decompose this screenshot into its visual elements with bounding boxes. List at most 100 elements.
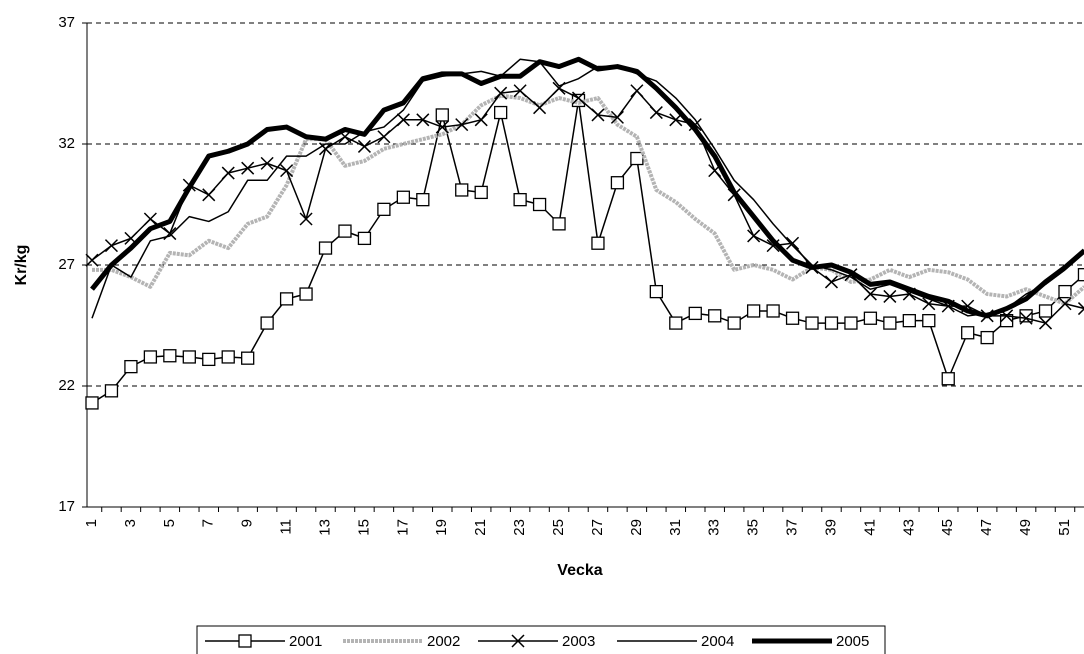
point-marker (357, 231, 372, 246)
point-marker (1038, 304, 1053, 318)
point-marker (941, 372, 955, 386)
point-marker (279, 292, 294, 306)
legend-label: 2004 (701, 633, 734, 650)
point-marker (883, 289, 897, 303)
legend-label: 2005 (836, 633, 869, 650)
series (85, 93, 1084, 410)
point-marker (610, 176, 625, 190)
point-marker (513, 193, 527, 207)
series (85, 81, 1084, 330)
series-line (92, 93, 1084, 306)
x-tick-label: 21 (472, 519, 489, 536)
point-marker (260, 156, 274, 170)
point-marker (786, 236, 800, 250)
point-marker (533, 101, 547, 115)
point-marker (396, 113, 410, 127)
point-marker (980, 330, 994, 345)
point-marker (221, 166, 235, 180)
point-marker (902, 314, 916, 328)
series-line (91, 58, 1084, 319)
x-tick-label: 25 (550, 519, 567, 536)
point-marker (299, 287, 313, 301)
x-tick-label: 51 (1056, 519, 1073, 536)
point-marker (494, 86, 508, 100)
y-tick-label: 37 (58, 14, 75, 31)
point-marker (241, 351, 255, 365)
x-tick-label: 43 (900, 519, 917, 536)
x-tick-label: 7 (200, 519, 217, 527)
point-marker (318, 241, 333, 255)
point-marker (688, 306, 702, 321)
x-tick-label: 35 (745, 519, 762, 536)
x-tick-label: 39 (822, 519, 839, 536)
point-marker (474, 113, 488, 127)
x-tick-label: 49 (1017, 519, 1034, 536)
x-tick-label: 41 (861, 519, 878, 536)
point-marker (1058, 297, 1072, 311)
legend-label: 2003 (562, 633, 595, 650)
x-tick-label: 27 (589, 519, 606, 536)
legend: 2001 2002 2003 2004 2005 (196, 625, 886, 654)
point-marker (104, 384, 119, 398)
x-tick-label: 29 (628, 519, 645, 536)
point-marker (571, 91, 586, 105)
x-tick-label: 33 (706, 519, 723, 536)
series-line (91, 87, 1084, 324)
point-marker (1058, 284, 1072, 299)
point-marker (630, 151, 644, 166)
x-tick-label: 11 (278, 519, 295, 535)
point-marker (221, 350, 235, 364)
point-marker (746, 304, 761, 318)
point-marker (377, 130, 391, 144)
point-marker (280, 164, 294, 178)
series-line (90, 56, 1084, 319)
point-marker (824, 275, 839, 289)
point-marker (260, 316, 274, 330)
point-marker (824, 316, 839, 330)
y-tick-label: 32 (58, 135, 75, 152)
legend-label: 2001 (289, 633, 322, 650)
x-tick-label: 5 (161, 519, 178, 527)
point-marker (999, 314, 1014, 328)
point-marker (727, 316, 741, 330)
series (90, 56, 1084, 319)
point-marker (416, 113, 430, 127)
point-marker (747, 229, 761, 243)
point-marker (494, 105, 508, 120)
series (91, 58, 1084, 319)
point-marker (143, 212, 157, 226)
x-tick-label: 15 (355, 519, 372, 536)
y-tick-label: 22 (58, 377, 75, 394)
y-tick-label: 27 (58, 256, 75, 273)
point-marker (202, 188, 216, 202)
point-marker (396, 190, 411, 204)
point-marker (863, 311, 878, 325)
point-marker (630, 84, 644, 98)
x-tick-label: 9 (239, 519, 256, 527)
point-marker (182, 350, 196, 364)
x-tick-label: 3 (122, 519, 139, 527)
point-marker (708, 309, 722, 323)
point-marker (241, 161, 255, 175)
point-marker (785, 311, 800, 325)
point-marker (766, 304, 780, 318)
x-tick-label: 23 (511, 519, 528, 536)
point-marker (922, 314, 936, 328)
x-tick-label: 13 (316, 519, 333, 536)
point-marker (299, 212, 313, 226)
point-marker (85, 396, 99, 410)
point-marker (435, 108, 449, 122)
point-marker (124, 359, 138, 374)
point-marker (669, 316, 683, 330)
point-marker (844, 316, 858, 330)
point-marker (202, 352, 216, 367)
point-marker (552, 217, 566, 231)
series (92, 93, 1084, 306)
point-marker (1077, 302, 1084, 316)
point-marker (104, 239, 118, 253)
point-marker (357, 139, 371, 153)
point-marker (377, 202, 391, 216)
point-marker (85, 253, 99, 267)
x-tick-label: 47 (978, 519, 995, 536)
